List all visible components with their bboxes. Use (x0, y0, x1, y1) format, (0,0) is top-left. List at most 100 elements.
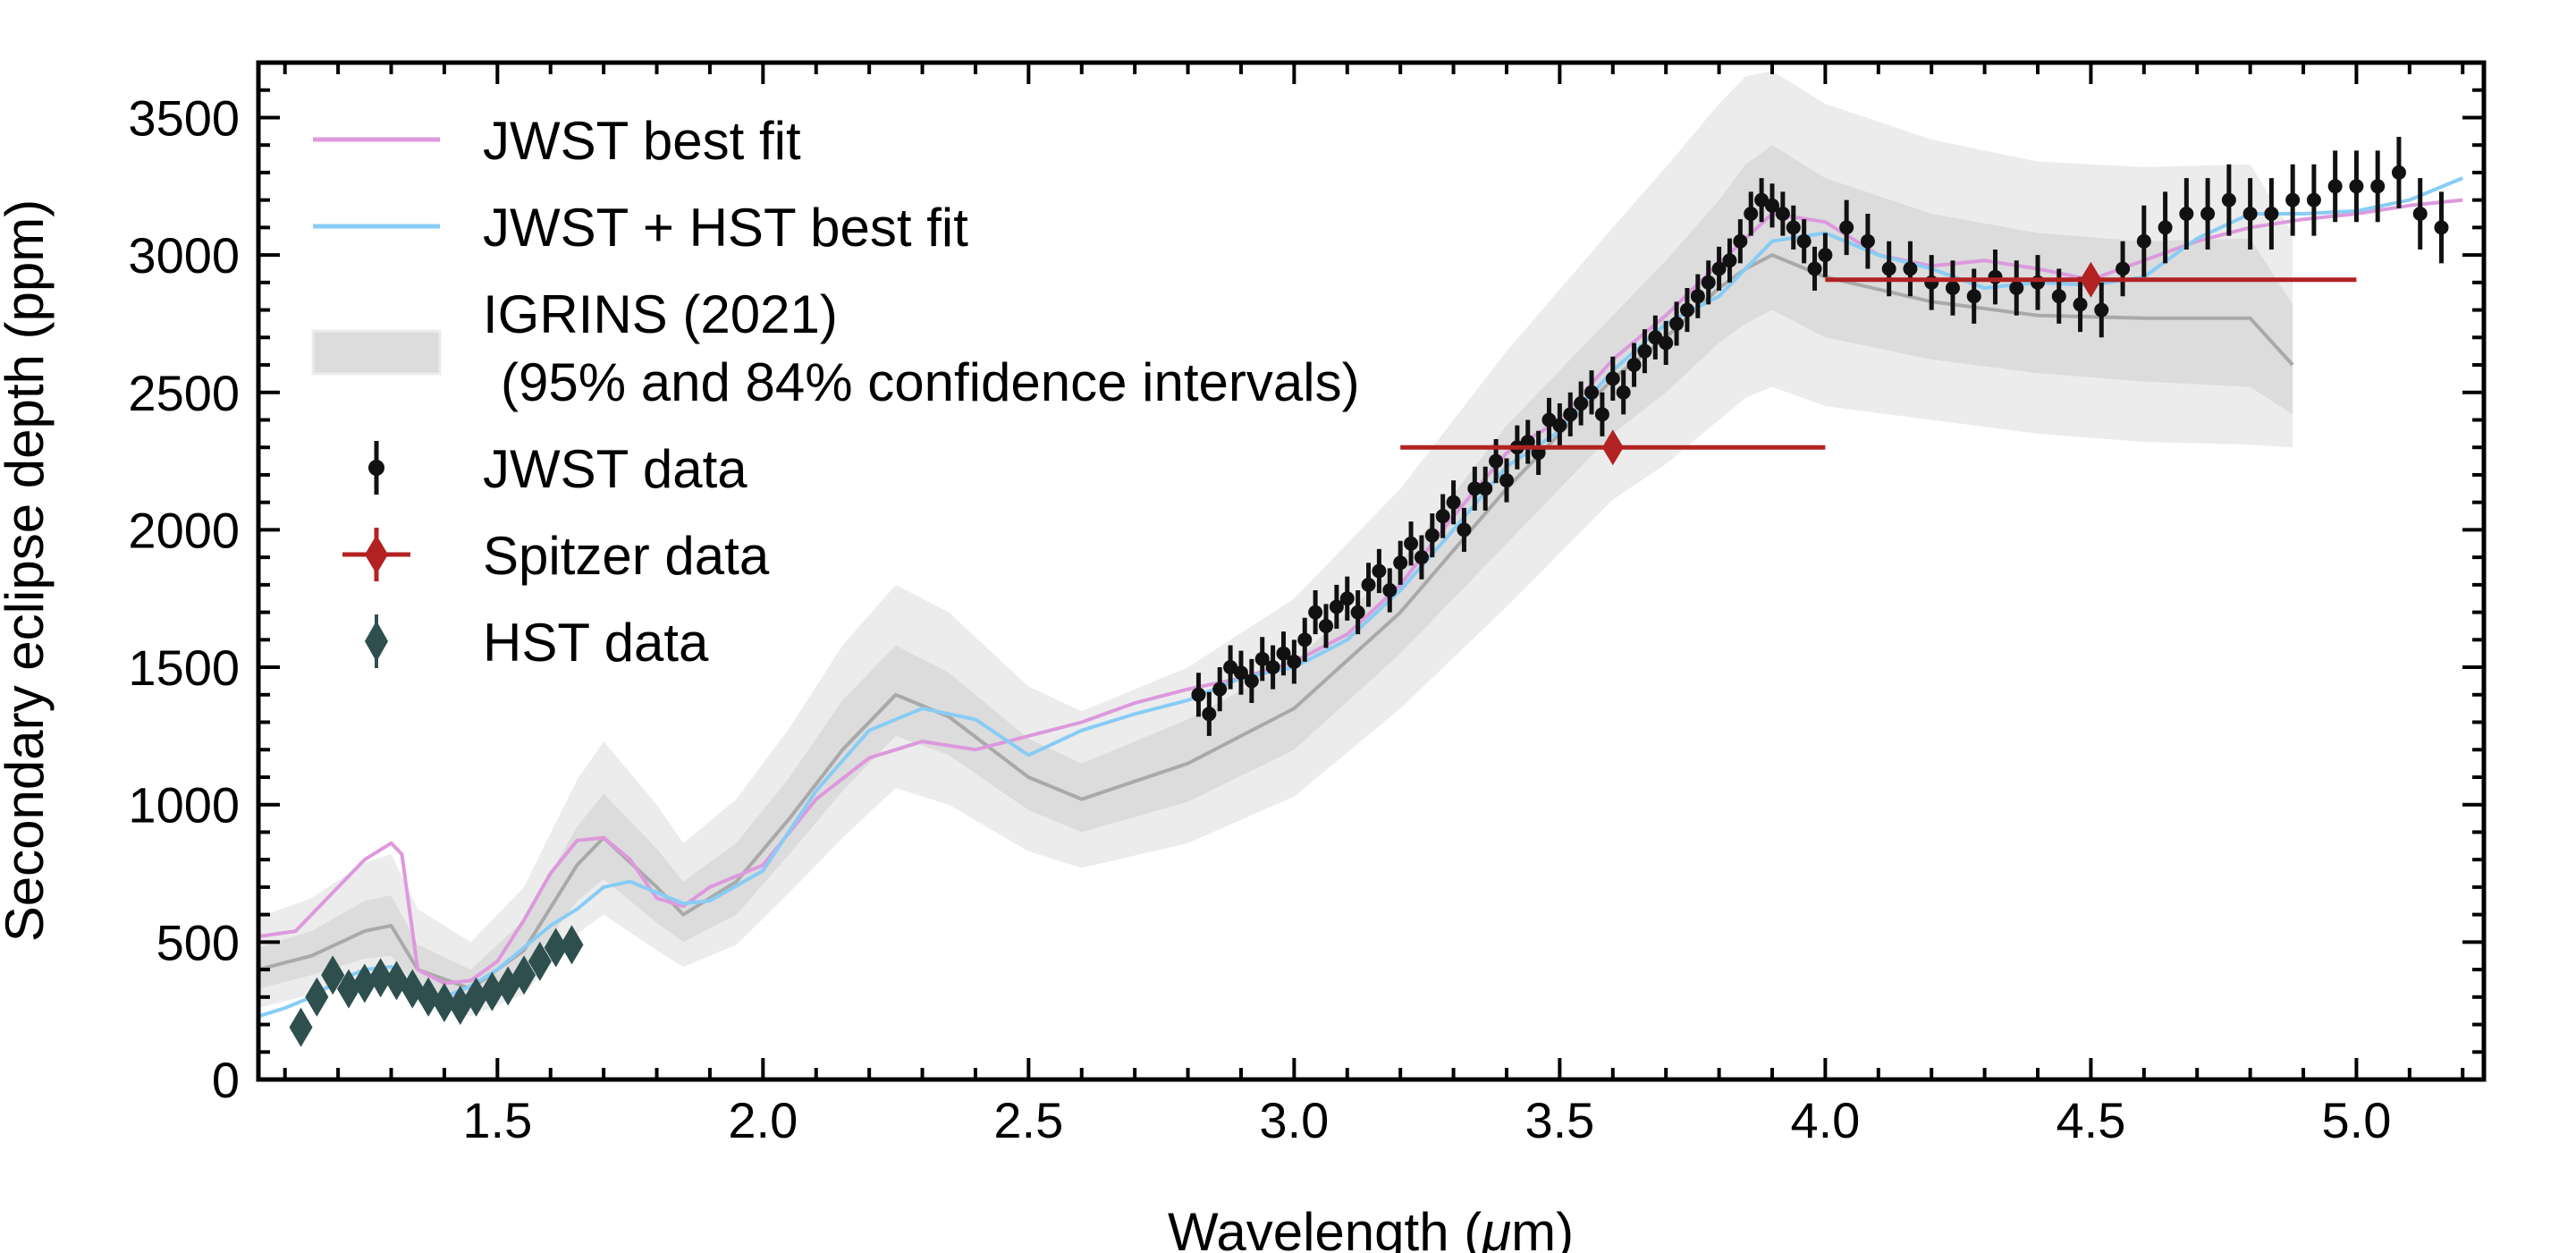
hst-point (321, 955, 345, 995)
jwst-data-point (2221, 192, 2236, 207)
hst-point (417, 977, 441, 1017)
jwst-data-point (1722, 253, 1737, 268)
spitzer-point (1601, 429, 1624, 466)
jwst-data-point (1212, 682, 1228, 697)
jwst-data-point (2412, 207, 2428, 222)
plot-frame (256, 60, 2487, 1082)
jwst-data-point (1393, 555, 1408, 571)
jwst-data-point (1404, 536, 1419, 551)
jwst-data-point (2434, 220, 2449, 235)
hst-point (305, 977, 329, 1017)
jwst-data-point (2242, 207, 2258, 222)
jwst-data-point (1924, 275, 1939, 290)
jwst-best-fit-line (258, 198, 2463, 986)
jwst-data-point (1594, 407, 1609, 422)
jwst-data-point (1414, 550, 1429, 565)
spitzer-point (2080, 261, 2102, 298)
jwst-data-point (2179, 207, 2194, 222)
jwst-data-point (1372, 563, 1387, 579)
hst-point (528, 941, 552, 981)
jwst-data-point (1775, 207, 1790, 222)
jwst-data-point (1637, 343, 1652, 359)
y-tick-label: 0 (212, 1052, 240, 1108)
jwst-data-point (1786, 220, 1801, 235)
legend-spitzer-marker (365, 535, 388, 574)
jwst-data-point (1287, 654, 1302, 669)
legend-jwst-fit-label: JWST best fit (483, 111, 801, 171)
x-tick-labels: 1.5 2.0 2.5 3.0 3.5 4.0 4.5 5.0 (462, 1092, 2391, 1148)
x-tick-label: 4.0 (1790, 1092, 1860, 1148)
legend: JWST best fit JWST + HST best fit IGRINS… (311, 111, 1360, 673)
jwst-data-point (1701, 275, 1716, 290)
jwst-data-point (1244, 673, 1259, 689)
jwst-data-point (1233, 665, 1248, 681)
jwst-data-point (2200, 207, 2216, 222)
y-axis-title: Secondary eclipse depth (ppm) (0, 199, 55, 942)
x-tick-label: 2.0 (728, 1092, 798, 1148)
jwst-data-point (1616, 385, 1631, 400)
x-tick-label: 3.5 (1524, 1092, 1594, 1148)
legend-hst-label: HST data (483, 613, 709, 673)
jwst-data-point (1966, 289, 1981, 304)
jwst-data-point (2306, 192, 2321, 207)
legend-hst-marker (365, 621, 388, 662)
y-tick-label: 1000 (128, 777, 240, 834)
y-tick-label: 2500 (128, 365, 240, 421)
legend-jwst-hst-fit-label: JWST + HST best fit (483, 198, 968, 258)
hst-point (368, 958, 393, 998)
y-tick-labels: 0 500 1000 1500 2000 2500 3000 3500 (128, 89, 240, 1108)
jwst-data-point (1308, 605, 1323, 620)
jwst-data-point (1339, 591, 1355, 606)
jwst-data-point (2285, 192, 2301, 207)
jwst-data-point (1329, 599, 1344, 614)
jwst-data-point (2009, 280, 2024, 295)
jwst-data-point (1839, 220, 1854, 235)
y-tick-label: 500 (156, 914, 240, 970)
jwst-data-point (1584, 385, 1600, 400)
jwst-data-point (2370, 179, 2386, 194)
y-tick-label: 3000 (128, 227, 240, 284)
jwst-data-point (1626, 358, 1642, 373)
jwst-data-point (1223, 660, 1238, 675)
legend-jwst-data-marker (368, 460, 384, 476)
legend-igrins-label-line1: IGRINS (2021) (483, 284, 838, 344)
jwst-data-point (1319, 618, 1334, 633)
jwst-data-point (1669, 316, 1685, 331)
jwst-data-point (1711, 261, 1727, 276)
jwst-data-point (1563, 407, 1578, 422)
jwst-data-point (2073, 297, 2088, 312)
jwst-data-point (1489, 453, 1504, 469)
x-tick-label: 5.0 (2322, 1092, 2392, 1148)
jwst-data-point (1605, 371, 1620, 386)
jwst-data-point (2264, 207, 2279, 222)
hst-point (480, 971, 504, 1012)
y-tick-label: 3500 (128, 89, 240, 146)
jwst-data-point (2136, 233, 2151, 249)
hst-point (289, 1007, 313, 1047)
jwst-data-point (1446, 495, 1461, 510)
jwst-data-point (1764, 198, 1779, 213)
y-tick-label: 1500 (128, 639, 240, 696)
jwst-data-point (1254, 651, 1270, 666)
jwst-data-point (1659, 335, 1674, 351)
jwst-data-point (1690, 289, 1705, 304)
jwst-data-point (2327, 179, 2343, 194)
jwst-data-point (1903, 261, 1918, 276)
jwst-data-point (1744, 207, 1759, 222)
jwst-data-point (1574, 396, 1589, 411)
jwst-data-point (1679, 302, 1694, 317)
x-tick-label: 4.5 (2056, 1092, 2125, 1148)
jwst-data-point (1648, 330, 1663, 345)
jwst-data-point (2094, 302, 2109, 317)
jwst-data-point (1424, 528, 1440, 543)
hst-point (464, 977, 488, 1017)
data-points (289, 136, 2449, 1047)
jwst-data-point (1945, 280, 1960, 295)
jwst-data-point (1478, 481, 1493, 496)
legend-spitzer-label: Spitzer data (483, 526, 770, 586)
jwst-data-point (1202, 707, 1217, 722)
x-axis-title: Wavelength (μm) (1168, 1202, 1574, 1253)
jwst-data-point (1435, 509, 1450, 524)
jwst-data-point (1754, 192, 1769, 207)
jwst-data-point (1265, 660, 1280, 675)
